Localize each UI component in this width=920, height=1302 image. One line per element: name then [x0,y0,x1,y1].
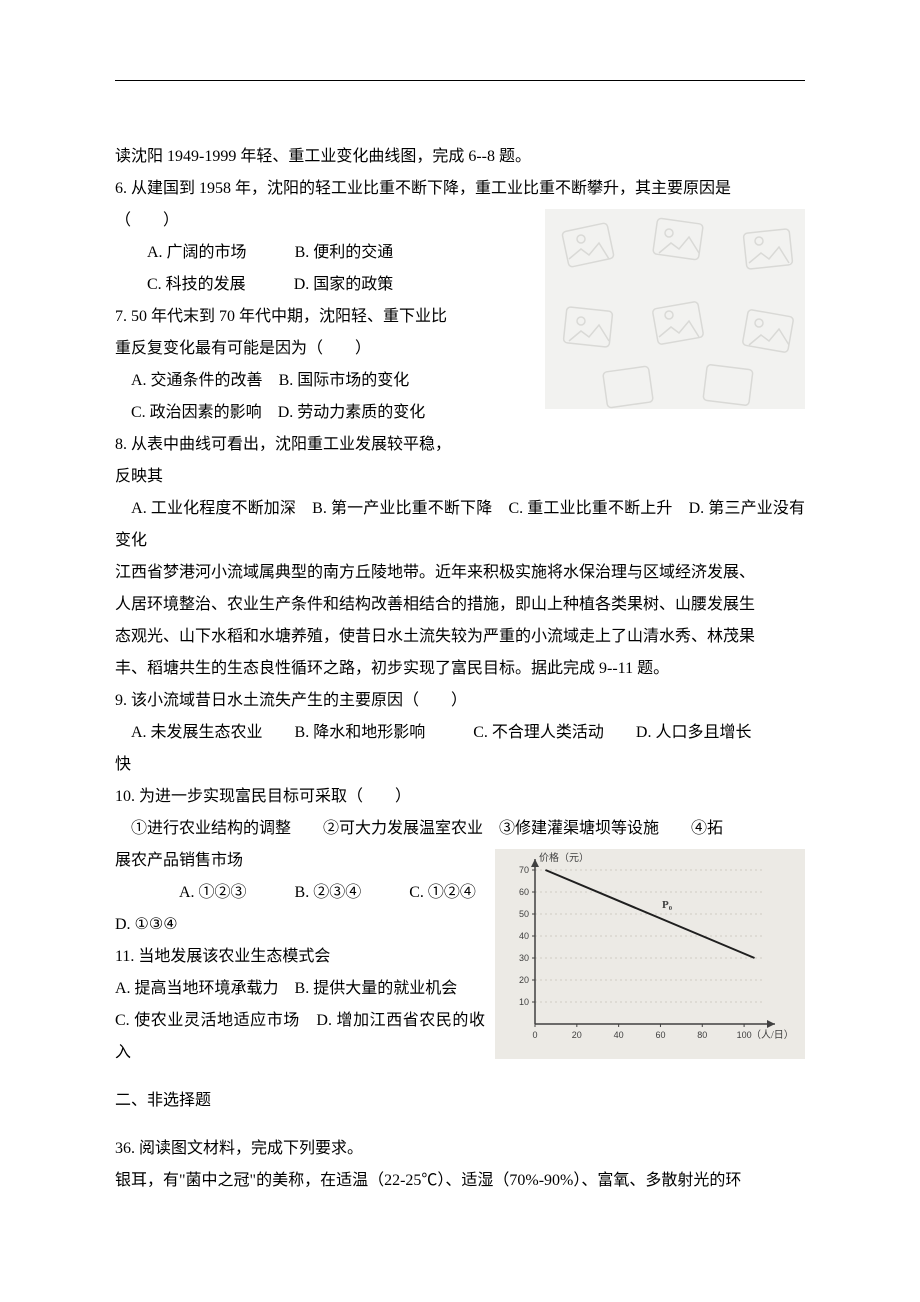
q9-opts-l1: A. 未发展生态农业 B. 降水和地形影响 C. 不合理人类活动 D. 人口多且… [115,717,805,749]
q6-optC: C. 科技的发展 [147,276,246,293]
price-chart: 10 20 30 40 50 60 70 0 20 40 60 80 100 价格（元） （人/日） P₀ [495,849,805,1059]
svg-text:40: 40 [519,931,529,941]
svg-text:价格（元）: 价格（元） [539,851,589,864]
svg-text:60: 60 [655,1030,665,1040]
price-chart-svg: 10 20 30 40 50 60 70 0 20 40 60 80 100 价格（元） （人/日） P₀ [495,849,805,1059]
intro-6-8: 读沈阳 1949-1999 年轻、重工业变化曲线图，完成 6--8 题。 [115,141,805,173]
svg-text:20: 20 [572,1030,582,1040]
q7-optA: A. 交通条件的改善 [131,372,263,389]
placeholder-pattern-svg [545,209,805,409]
q7-optD: D. 劳动力素质的变化 [278,404,426,421]
q9-stem: 9. 该小流域昔日水土流失产生的主要原因（ ） [115,685,805,717]
figure-placeholder [545,209,805,409]
q6-optA: A. 广阔的市场 [147,244,247,261]
intro-9-11-l4: 丰、稻塘共生的生态良性循环之路，初步实现了富民目标。据此完成 9--11 题。 [115,653,805,685]
q10-stem: 10. 为进一步实现富民目标可采取（ ） [115,781,805,813]
q8-stem-l1: 8. 从表中曲线可看出，沈阳重工业发展较平稳， [115,429,805,461]
svg-text:50: 50 [519,909,529,919]
q7-optC: C. 政治因素的影响 [131,404,262,421]
q6-optD: D. 国家的政策 [294,276,394,293]
svg-text:100: 100 [737,1030,752,1040]
q6-optB: B. 便利的交通 [295,244,394,261]
intro-9-11-l1: 江西省梦港河小流域属典型的南方丘陵地带。近年来积极实施将水保治理与区域经济发展、 [115,557,805,589]
svg-text:80: 80 [697,1030,707,1040]
top-rule [115,80,805,81]
q8-stem-l2: 反映其 [115,461,805,493]
svg-text:70: 70 [519,865,529,875]
svg-text:30: 30 [519,953,529,963]
q7-optB: B. 国际市场的变化 [279,372,410,389]
svg-text:10: 10 [519,997,529,1007]
intro-9-11-l2: 人居环境整治、农业生产条件和结构改善相结合的措施，即山上种植各类果树、山腰发展生 [115,589,805,621]
svg-text:20: 20 [519,975,529,985]
q8-opts: A. 工业化程度不断加深 B. 第一产业比重不断下降 C. 重工业比重不断上升 … [115,493,805,557]
q9-opts-l2: 快 [115,749,805,781]
svg-text:40: 40 [614,1030,624,1040]
content-body: 读沈阳 1949-1999 年轻、重工业变化曲线图，完成 6--8 题。 6. … [115,141,805,1197]
q10-choices-l1: ①进行农业结构的调整 ②可大力发展温室农业 ③修建灌渠塘坝等设施 ④拓 [115,813,805,845]
q6-stem-l1: 6. 从建国到 1958 年，沈阳的轻工业比重不断下降，重工业比重不断攀升，其主… [115,173,805,205]
intro-9-11-l3: 态观光、山下水稻和水塘养殖，使昔日水土流失较为严重的小流域走上了山清水秀、林茂果 [115,621,805,653]
q36-stem: 36. 阅读图文材料，完成下列要求。 [115,1133,805,1165]
svg-text:P₀: P₀ [662,899,673,911]
q36-para: 银耳，有"菌中之冠"的美称，在适温（22-25℃）、适湿（70%-90%）、富氧… [115,1165,805,1197]
svg-text:（人/日）: （人/日） [751,1029,794,1041]
svg-text:60: 60 [519,887,529,897]
svg-text:0: 0 [532,1030,537,1040]
section-2-heading: 二、非选择题 [115,1085,805,1117]
